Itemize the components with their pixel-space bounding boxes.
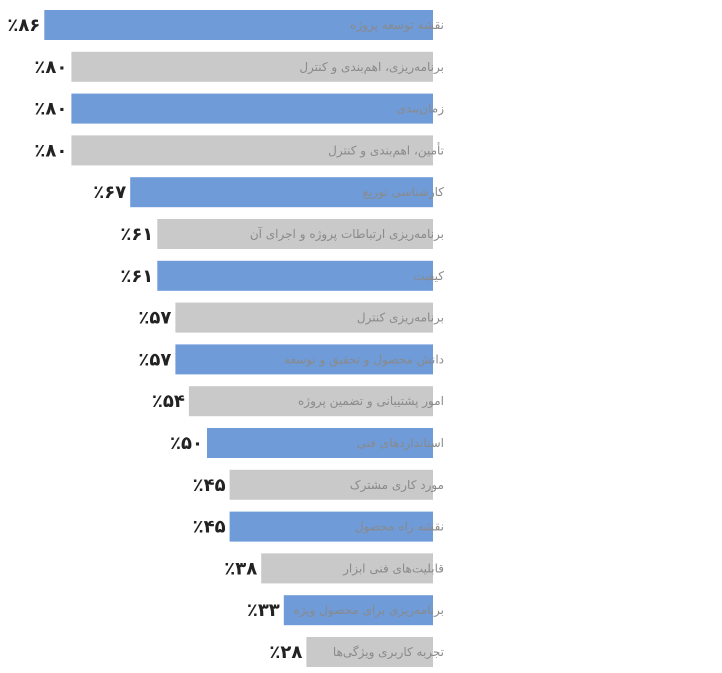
value-label-14: ٪۳۸ <box>224 558 257 579</box>
category-labels-layer: نقشه توسعه پروژه برنامه‌ریزی، اهم‌بندی و … <box>250 18 444 660</box>
value-label-6: ٪۶۱ <box>120 224 153 245</box>
category-label-3: زمان‌بندی <box>397 102 445 117</box>
category-label-6: برنامه‌ریزی ارتباطات پروژه و اجرای آن <box>250 226 444 242</box>
bar-7 <box>157 260 434 291</box>
value-label-13: ٪۴۵ <box>193 517 226 538</box>
bar-14 <box>261 553 433 584</box>
bar-11 <box>207 428 433 458</box>
category-label-5: کارشناسی توزیع <box>363 185 445 200</box>
value-label-11: ٪۵۰ <box>170 433 203 454</box>
category-label-14: قابلیت‌های فنی ابزار <box>342 561 444 576</box>
bar-4 <box>71 135 434 166</box>
value-labels-layer: ٪۸۶ ٪۸۰ ٪۸۰ ٪۸۰ ٪۶۷ ٪۶۱ ٪۶۱ ٪۵۷ ٪۵۷ ٪۵۴ ٪۵۰ ٪۴۵ ٪۴۵ ٪… <box>7 15 302 663</box>
value-label-10: ٪۵۴ <box>152 391 185 412</box>
bar-2 <box>71 51 434 82</box>
bar-3 <box>71 93 434 124</box>
category-label-16: تجربه کاربری ویژگی‌ها <box>333 645 444 660</box>
value-label-12: ٪۴۵ <box>193 475 226 496</box>
category-label-10: امور پشتیبانی و تضمین پروژه <box>298 394 444 409</box>
category-label-7: کیفیت <box>413 269 444 283</box>
bar-13 <box>229 511 433 542</box>
value-label-5: ٪۶۷ <box>93 182 126 203</box>
value-label-9: ٪۵۷ <box>138 349 171 370</box>
value-label-8: ٪۵۷ <box>138 308 171 329</box>
category-label-1: نقشه توسعه پروژه <box>350 18 444 33</box>
category-label-15: برنامه‌ریزی برای محصول ویژه <box>293 603 444 618</box>
bar-9 <box>175 344 433 375</box>
category-label-11: استانداردهای فنی <box>357 436 444 451</box>
category-label-4: تأمین، اهم‌بندی و کنترل <box>328 141 444 158</box>
value-label-2: ٪۸۰ <box>34 57 67 78</box>
category-label-13: نقشه راه محصول <box>355 520 444 535</box>
bar-12 <box>229 469 433 500</box>
category-label-12: مورد کاری مشترک <box>350 478 444 493</box>
value-label-16: ٪۲۸ <box>269 642 302 663</box>
value-label-15: ٪۳۳ <box>247 600 280 621</box>
bar-10 <box>188 386 433 417</box>
category-label-9: دانش محصول و تحقیق و توسعه <box>284 352 444 367</box>
bar-6 <box>157 219 434 249</box>
category-label-8: برنامه‌ریزی کنترل <box>357 311 444 326</box>
value-label-7: ٪۶۱ <box>120 266 153 287</box>
bar-16 <box>306 637 433 667</box>
bars-layer <box>44 10 434 667</box>
bar-5 <box>130 177 433 208</box>
bar-8 <box>175 302 433 333</box>
value-label-1: ٪۸۶ <box>7 15 40 36</box>
value-label-3: ٪۸۰ <box>34 99 67 120</box>
category-label-2: برنامه‌ریزی، اهم‌بندی و کنترل <box>299 60 444 75</box>
value-label-4: ٪۸۰ <box>34 140 67 161</box>
bar-15 <box>283 595 433 626</box>
bar-1 <box>44 10 434 40</box>
